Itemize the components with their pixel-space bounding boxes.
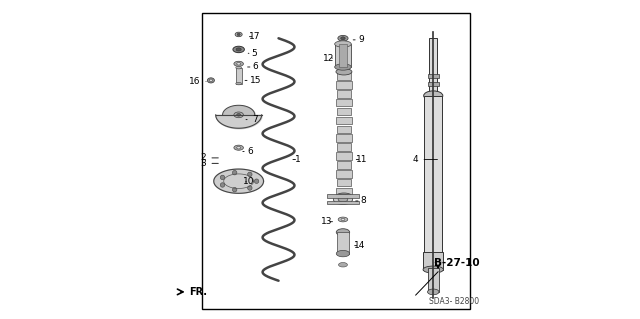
- Text: 11: 11: [356, 155, 367, 164]
- Bar: [337, 179, 351, 186]
- Bar: [429, 38, 437, 96]
- Ellipse shape: [237, 146, 241, 149]
- Bar: [337, 90, 351, 98]
- Ellipse shape: [428, 289, 439, 295]
- Ellipse shape: [336, 250, 349, 257]
- Ellipse shape: [336, 193, 352, 199]
- Ellipse shape: [237, 33, 240, 35]
- Text: 14: 14: [354, 241, 365, 250]
- Bar: [337, 108, 351, 115]
- Bar: [335, 170, 352, 177]
- Ellipse shape: [341, 218, 345, 221]
- Ellipse shape: [236, 82, 241, 85]
- Text: 16: 16: [189, 77, 206, 86]
- Text: 2: 2: [201, 153, 218, 162]
- Bar: [327, 194, 359, 198]
- Ellipse shape: [335, 41, 351, 47]
- Ellipse shape: [237, 114, 241, 116]
- Bar: [423, 252, 444, 270]
- Circle shape: [220, 175, 225, 180]
- Ellipse shape: [423, 266, 444, 273]
- Text: 3: 3: [201, 159, 218, 168]
- Text: 8: 8: [356, 197, 367, 205]
- Ellipse shape: [234, 112, 243, 118]
- Ellipse shape: [235, 32, 242, 37]
- Text: 12: 12: [323, 54, 335, 63]
- Bar: [335, 134, 352, 142]
- Bar: [335, 99, 352, 107]
- Bar: [337, 126, 351, 133]
- Ellipse shape: [340, 37, 345, 40]
- Bar: [428, 82, 439, 86]
- Text: 4: 4: [413, 155, 438, 164]
- Circle shape: [220, 183, 225, 187]
- Text: 7: 7: [246, 115, 259, 124]
- Ellipse shape: [234, 61, 243, 66]
- Text: B-27-10: B-27-10: [433, 258, 479, 268]
- Circle shape: [248, 172, 252, 177]
- Circle shape: [232, 170, 237, 175]
- Bar: [335, 117, 352, 124]
- Ellipse shape: [339, 263, 348, 267]
- Ellipse shape: [207, 78, 214, 83]
- Text: 6: 6: [248, 63, 259, 71]
- Text: FR.: FR.: [189, 287, 207, 297]
- Ellipse shape: [333, 194, 353, 204]
- Text: 5: 5: [248, 49, 257, 58]
- Text: 17: 17: [249, 32, 260, 41]
- Ellipse shape: [237, 63, 241, 65]
- Bar: [337, 72, 351, 80]
- Bar: [337, 232, 349, 254]
- Polygon shape: [214, 169, 264, 193]
- Ellipse shape: [236, 48, 241, 51]
- Ellipse shape: [338, 197, 348, 202]
- Text: SDA3- B2800: SDA3- B2800: [429, 297, 479, 306]
- Text: 15: 15: [245, 76, 261, 85]
- Bar: [424, 96, 442, 255]
- Ellipse shape: [338, 217, 348, 222]
- Bar: [339, 44, 348, 67]
- Ellipse shape: [336, 229, 349, 236]
- Bar: [428, 268, 439, 292]
- Text: 6: 6: [243, 147, 253, 156]
- Ellipse shape: [424, 91, 443, 100]
- Bar: [335, 152, 352, 160]
- Ellipse shape: [335, 64, 351, 70]
- Ellipse shape: [209, 79, 212, 82]
- Ellipse shape: [338, 35, 348, 41]
- Circle shape: [232, 188, 237, 192]
- Bar: [335, 81, 352, 89]
- Ellipse shape: [236, 66, 241, 69]
- Bar: [335, 188, 352, 195]
- Bar: [335, 44, 351, 67]
- Text: 10: 10: [243, 177, 255, 186]
- Text: 1: 1: [293, 155, 301, 164]
- Ellipse shape: [233, 46, 244, 53]
- Circle shape: [254, 179, 259, 183]
- Ellipse shape: [336, 69, 352, 75]
- Bar: [428, 74, 439, 78]
- Bar: [337, 143, 351, 151]
- Text: 9: 9: [353, 35, 364, 44]
- Ellipse shape: [234, 145, 243, 150]
- Bar: [337, 161, 351, 169]
- Circle shape: [248, 186, 252, 190]
- Text: 13: 13: [321, 217, 333, 226]
- Bar: [202, 13, 470, 309]
- Bar: [327, 201, 359, 204]
- Bar: [236, 68, 241, 84]
